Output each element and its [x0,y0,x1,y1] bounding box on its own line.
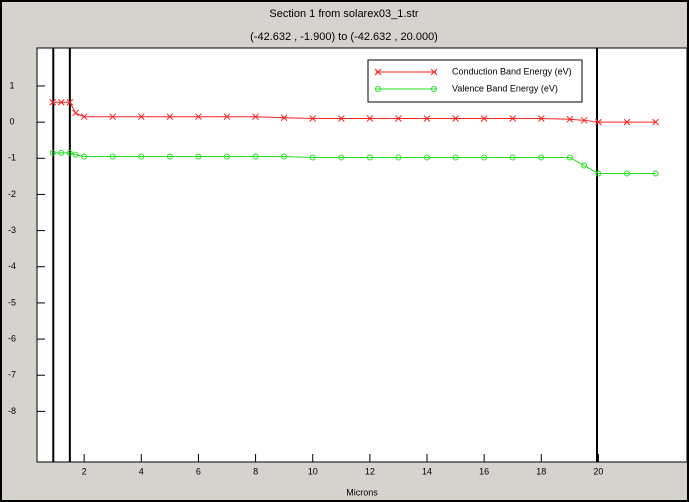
point [58,149,65,156]
point [580,116,588,124]
point [109,113,117,121]
point [538,154,545,161]
point [66,98,74,106]
point [537,115,545,122]
point [195,153,202,160]
point [252,153,259,160]
point [224,153,230,160]
legend-marker [430,68,438,76]
point [595,118,602,126]
point [480,115,488,122]
point [423,115,431,122]
legend-marker [431,86,437,92]
point [395,115,402,122]
legend-marker [374,68,382,76]
point [595,170,602,177]
point [338,154,345,161]
x-tick-label: 16 [479,466,489,476]
point [66,149,73,156]
point [395,154,402,161]
legend-label: Valence Band Energy (eV) [452,83,558,93]
point [81,153,88,160]
chart-subtitle: (-42.632 , -1.900) to (-42.632 , 20.000) [250,31,438,43]
point [366,115,374,122]
point [166,153,173,160]
point [309,115,317,122]
y-tick-label: 1 [9,80,14,90]
plot-area [36,47,688,463]
point [452,115,459,122]
point [195,113,202,121]
point [337,115,345,122]
point [252,113,259,121]
x-tick-label: 14 [422,466,432,476]
point [566,154,573,161]
point [138,153,145,160]
point [581,162,588,169]
point [652,170,659,177]
point [72,109,79,117]
point [481,154,488,161]
y-tick-label: -1 [8,153,16,163]
x-tick-label: 8 [253,466,258,476]
point [280,114,288,122]
x-tick-label: 2 [82,466,87,476]
point [166,113,174,121]
x-tick-label: 12 [365,466,375,476]
point [366,154,373,161]
chart-title: Section 1 from solarex03_1.str [269,8,419,20]
legend-marker [375,86,381,92]
point [309,154,316,161]
point [624,170,630,177]
point [137,113,145,121]
y-tick-label: -8 [8,406,16,416]
point [509,115,517,122]
point [49,149,56,156]
point [566,115,574,123]
point [72,151,79,158]
y-tick-label: -7 [8,370,16,380]
y-tick-label: -5 [8,297,16,307]
x-tick-label: 20 [593,466,603,476]
point [57,98,65,106]
series-line [52,152,656,174]
point [49,98,57,106]
point [452,154,459,161]
point [509,154,516,161]
x-axis-label: Microns [346,487,378,497]
y-tick-label: 0 [9,116,14,126]
x-tick-label: 6 [196,466,201,476]
legend-label: Conduction Band Energy (eV) [452,66,572,76]
x-tick-label: 4 [139,466,144,476]
point [223,113,231,121]
x-tick-label: 18 [536,466,546,476]
point [623,118,631,126]
legend-box [367,59,583,103]
point [281,153,288,160]
point [652,118,659,126]
y-tick-label: -6 [8,333,16,343]
x-tick-label: 10 [308,466,318,476]
y-tick-label: -3 [8,225,16,235]
point [109,153,116,160]
point [80,113,88,121]
y-tick-label: -4 [8,261,16,271]
point [424,154,430,161]
series-line [52,101,656,123]
y-tick-label: -2 [8,189,16,199]
